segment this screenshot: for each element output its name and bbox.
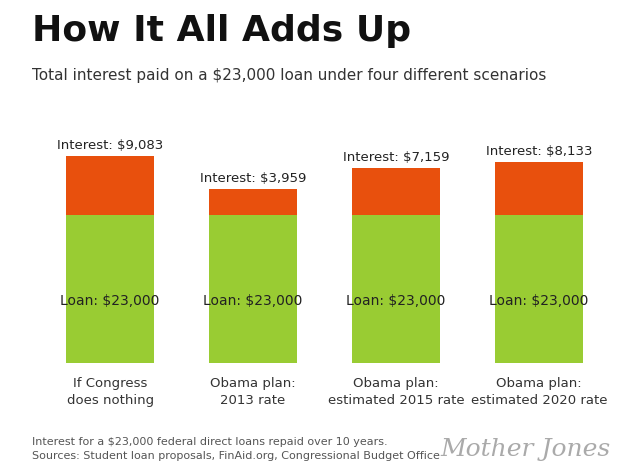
Text: Interest: $8,133: Interest: $8,133 [486, 145, 592, 158]
Text: Loan: $23,000: Loan: $23,000 [60, 294, 160, 308]
Text: Loan: $23,000: Loan: $23,000 [489, 294, 588, 308]
Bar [209, 189, 297, 215]
Text: Loan: $23,000: Loan: $23,000 [203, 294, 302, 308]
Bar [352, 215, 440, 363]
Text: Mother Jones: Mother Jones [441, 439, 611, 461]
Bar [352, 168, 440, 215]
Bar [495, 215, 583, 363]
Text: Interest for a $23,000 federal direct loans repaid over 10 years.
Sources: Stude: Interest for a $23,000 federal direct lo… [32, 437, 439, 461]
Text: Interest: $3,959: Interest: $3,959 [200, 172, 306, 185]
Bar [209, 215, 297, 363]
Bar [495, 162, 583, 215]
Text: Interest: $7,159: Interest: $7,159 [343, 151, 449, 164]
Bar [66, 215, 154, 363]
Text: Loan: $23,000: Loan: $23,000 [346, 294, 445, 308]
Bar [66, 156, 154, 215]
Text: How It All Adds Up: How It All Adds Up [32, 14, 411, 48]
Text: Interest: $9,083: Interest: $9,083 [57, 139, 163, 152]
Text: Total interest paid on a $23,000 loan under four different scenarios: Total interest paid on a $23,000 loan un… [32, 68, 546, 82]
